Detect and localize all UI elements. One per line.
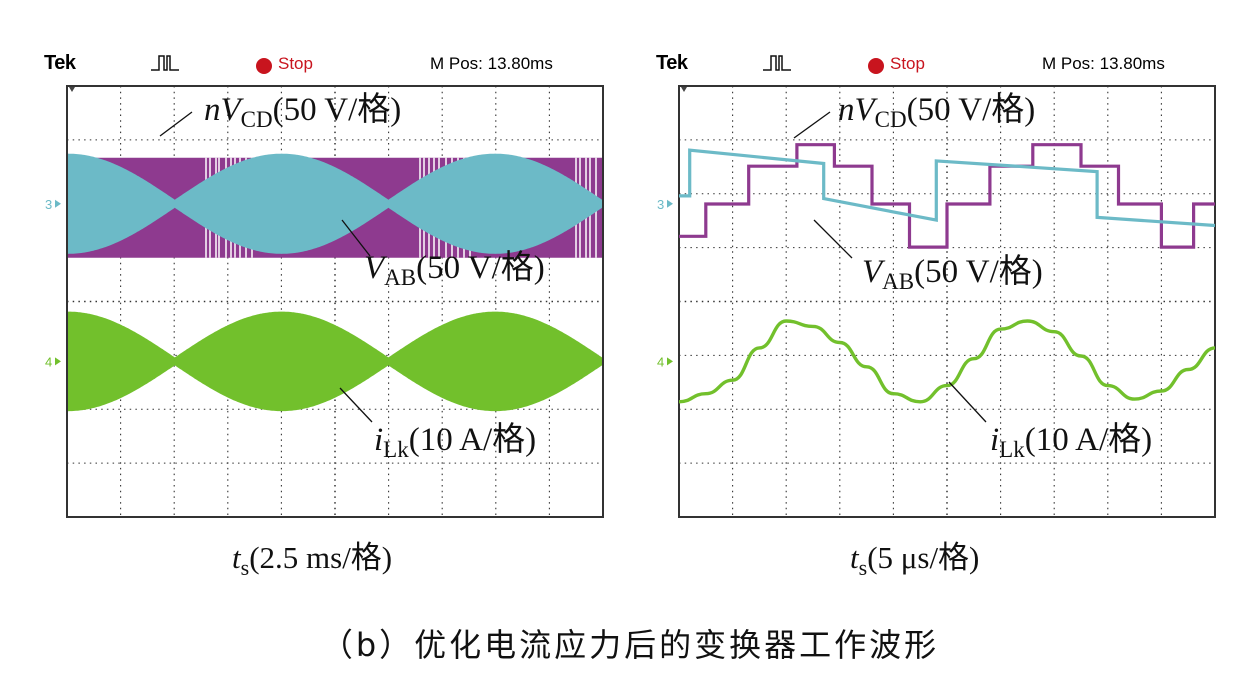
series-ilk-envelope (68, 311, 602, 412)
mpos-readout: M Pos: 13.80ms (430, 54, 553, 73)
tek-logo: Tek (656, 52, 688, 74)
leader-ilk (339, 387, 373, 423)
channel-arrow-icon (55, 357, 61, 366)
series-vab-envelope (68, 153, 602, 254)
trigger-pulse-icon (151, 55, 179, 71)
channel-marker-3: 3 (657, 197, 664, 212)
trigger-pulse-icon (763, 55, 791, 71)
label-vcd: nVCD(50 V/格) (204, 91, 401, 132)
series-ilk-line (678, 319, 1216, 404)
leader-vab (341, 219, 371, 257)
leader-vab (813, 219, 853, 259)
tek-logo: Tek (44, 52, 76, 74)
channel-marker-3: 3 (45, 197, 52, 212)
channel-marker-4: 4 (657, 354, 664, 369)
trigger-marker-icon (681, 87, 687, 92)
channel-arrow-icon (667, 199, 673, 208)
label-vcd: nVCD(50 V/格) (838, 91, 1035, 132)
stop-indicator-icon (256, 58, 272, 74)
series-vcd-line (679, 143, 1215, 249)
label-ilk: iLk(10 A/格) (990, 421, 1152, 462)
channel-arrow-icon (55, 199, 61, 208)
scope-panel-left: Tek Stop M Pos: 13.80ms 3 4 nVCD(50 V/格) VA… (42, 50, 612, 528)
scope-screen-left: 3 4 nVCD(50 V/格) VAB(50 V/格) iLk(10 A/格) (45, 85, 604, 518)
scope-screen-right: 3 4 nVCD(50 V/格) VAB(50 V/格) iLk(10 A/格) (657, 85, 1216, 518)
scope-panel-right: Tek Stop M Pos: 13.80ms 3 4 nVCD(50 V/格) VA… (654, 50, 1224, 528)
label-vab: VAB(50 V/格) (862, 253, 1043, 294)
status-label: Stop (278, 54, 313, 73)
x-axis-label-left: ts(2.5 ms/格) (232, 540, 393, 581)
status-label: Stop (890, 54, 925, 73)
mpos-readout: M Pos: 13.80ms (1042, 54, 1165, 73)
channel-marker-4: 4 (45, 354, 52, 369)
leader-vcd (159, 111, 193, 137)
leader-vcd (793, 111, 831, 139)
label-ilk: iLk(10 A/格) (374, 421, 536, 462)
channel-arrow-icon (667, 357, 673, 366)
leader-ilk (948, 381, 987, 423)
trigger-marker-icon (69, 87, 75, 92)
label-vab: VAB(50 V/格) (364, 249, 545, 290)
x-axis-label-right: ts(5 μs/格) (850, 540, 980, 581)
series-vab-line (679, 148, 1216, 228)
figure-caption: （b）优化电流应力后的变换器工作波形 (320, 626, 940, 664)
stop-indicator-icon (868, 58, 884, 74)
